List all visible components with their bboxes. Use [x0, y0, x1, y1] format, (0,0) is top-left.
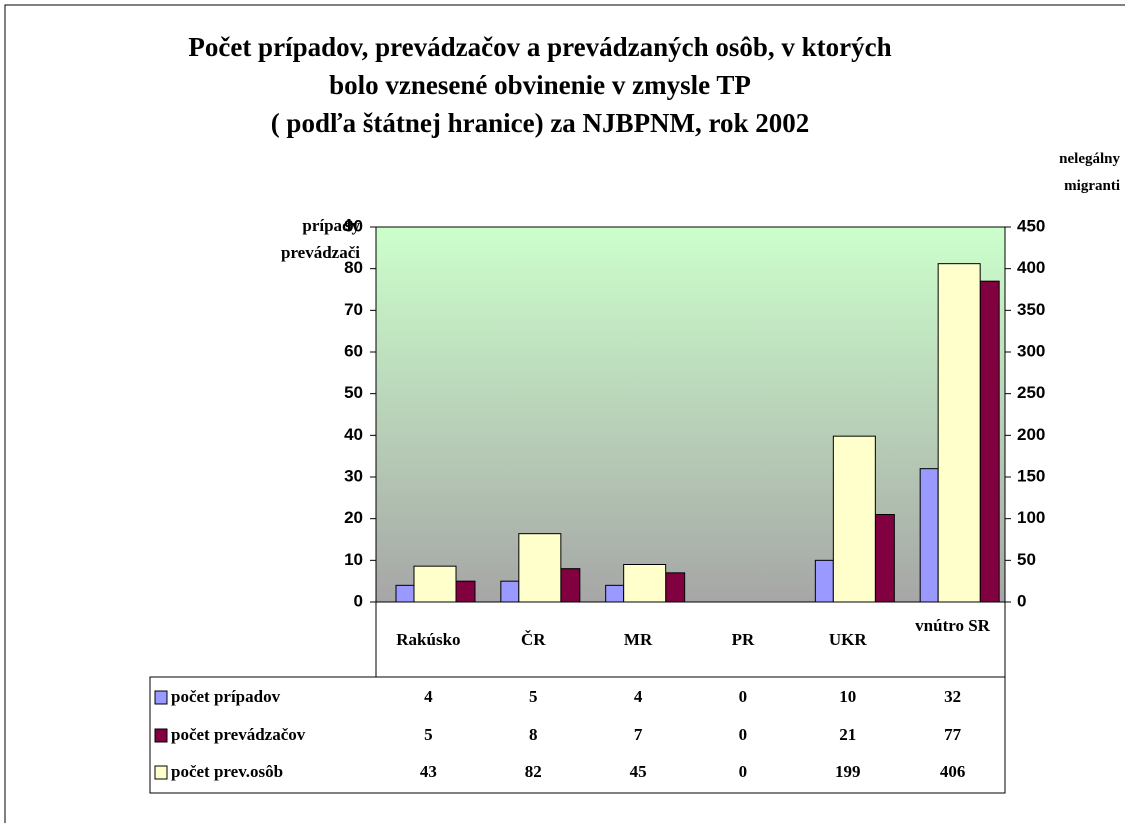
table-value: 77 — [944, 725, 962, 744]
bar — [395, 584, 415, 603]
bar — [560, 568, 581, 603]
table-value: 199 — [835, 762, 861, 781]
y-tick-label: 70 — [344, 300, 363, 319]
legend-key — [154, 728, 168, 743]
x-tick-label: vnútro SR — [915, 616, 990, 635]
y2-tick-label: 300 — [1017, 341, 1045, 360]
bar — [874, 514, 895, 603]
table-value: 8 — [529, 725, 538, 744]
table-value: 0 — [739, 762, 748, 781]
frame — [4, 4, 1125, 823]
x-tick-label: Rakúsko — [396, 630, 461, 649]
bar — [832, 435, 876, 603]
legend-key — [154, 765, 168, 780]
y-axis-title-text: prípady prevádzači — [280, 216, 360, 262]
table-value: 43 — [420, 762, 437, 781]
y-tick-label: 60 — [344, 341, 363, 360]
table-value: 0 — [739, 725, 748, 744]
y2-tick-label: 350 — [1017, 300, 1045, 319]
legend-label: počet prípadov — [171, 687, 281, 706]
title-line: bolo vznesené obvinenie v zmysle TP — [329, 70, 751, 100]
bar — [500, 580, 520, 603]
table-value: 32 — [944, 687, 961, 706]
x-tick-label: UKR — [828, 630, 867, 649]
table-value: 10 — [839, 687, 856, 706]
x-tick-label: MR — [623, 630, 653, 649]
y2-tick-label: 50 — [1017, 550, 1036, 569]
x-tick-label: PR — [731, 630, 755, 649]
table-value: 0 — [739, 687, 748, 706]
chart-title: Počet prípadov, prevádzačov a prevádzaný… — [100, 28, 980, 142]
bar — [665, 572, 686, 603]
legend-key — [154, 690, 168, 705]
bar — [605, 584, 625, 603]
bar — [937, 263, 981, 603]
y2-tick-label: 400 — [1017, 258, 1045, 277]
legend-label: počet prev.osôb — [171, 762, 283, 781]
y-tick-label: 80 — [344, 258, 363, 277]
bar — [518, 533, 562, 603]
y-tick-label: 30 — [344, 466, 363, 485]
y-tick-label: 20 — [344, 508, 363, 527]
y2-tick-label: 450 — [1017, 216, 1045, 235]
table-value: 4 — [424, 687, 433, 706]
table-value: 21 — [839, 725, 856, 744]
table-value: 7 — [634, 725, 643, 744]
title-line: Počet prípadov, prevádzačov a prevádzaný… — [188, 32, 892, 62]
x-tick-label: ČR — [520, 630, 546, 649]
table-value: 45 — [630, 762, 647, 781]
table-value: 82 — [525, 762, 542, 781]
y-tick-label: 10 — [344, 550, 363, 569]
y-tick-label: 90 — [344, 216, 363, 235]
bar — [814, 559, 834, 603]
title-line: ( podľa štátnej hranice) za NJBPNM, rok … — [270, 108, 810, 138]
table-value: 4 — [634, 687, 643, 706]
bar — [623, 564, 667, 603]
bar — [919, 468, 939, 603]
plot-area — [375, 226, 1006, 603]
y-tick-label: 0 — [354, 591, 363, 610]
y2-axis-title: nelegálny migranti — [1059, 151, 1120, 194]
y-tick-label: 50 — [344, 383, 363, 402]
y2-tick-label: 0 — [1017, 591, 1026, 610]
bar — [455, 580, 476, 603]
y2-tick-label: 150 — [1017, 466, 1045, 485]
table-value: 406 — [940, 762, 966, 781]
bar — [413, 565, 457, 603]
bar — [979, 280, 1000, 603]
y2-tick-label: 200 — [1017, 425, 1045, 444]
table-value: 5 — [424, 725, 433, 744]
legend-label: počet prevádzačov — [171, 725, 306, 744]
data-table — [149, 676, 1006, 794]
y2-tick-label: 250 — [1017, 383, 1045, 402]
y-tick-label: 40 — [344, 425, 363, 444]
y-axis-title: prípady prevádzači — [200, 212, 360, 266]
table-value: 5 — [529, 687, 538, 706]
y2-tick-label: 100 — [1017, 508, 1045, 527]
